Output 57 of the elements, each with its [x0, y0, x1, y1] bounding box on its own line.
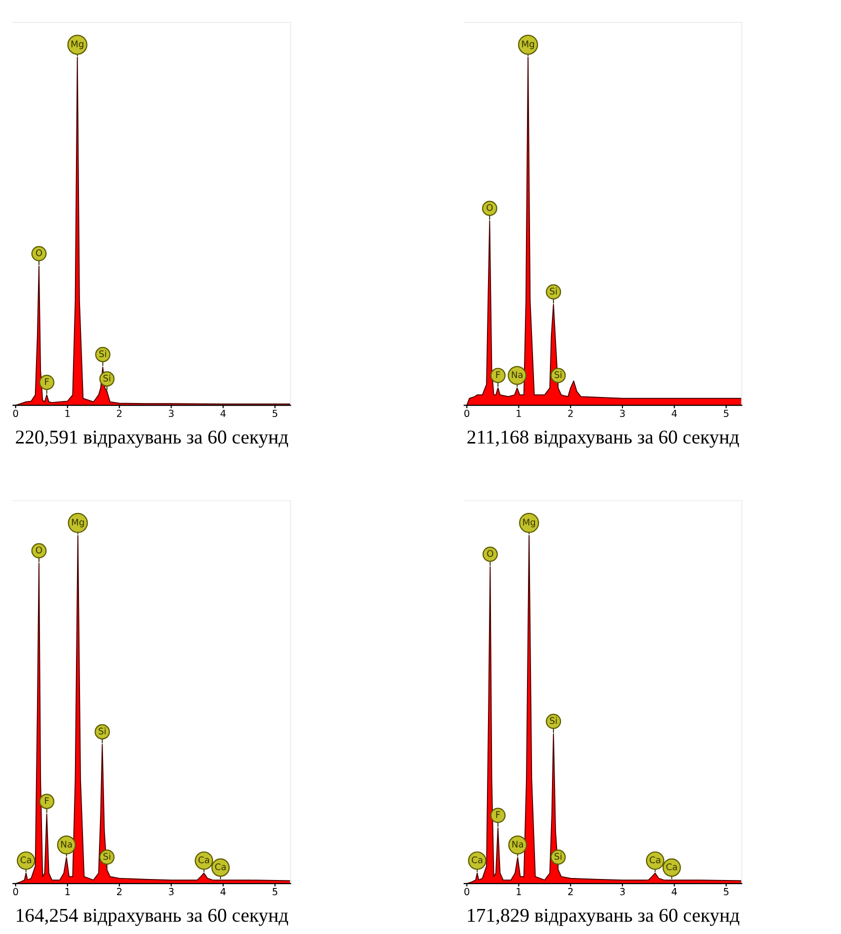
x-tick-label: 1 — [516, 410, 521, 417]
annotation: Ca — [20, 856, 32, 864]
annotation: F — [45, 797, 49, 804]
annotation: Si — [103, 374, 110, 382]
x-tick-label: 3 — [168, 410, 174, 418]
annotation: O — [486, 204, 493, 211]
x-tick-label: 2 — [117, 410, 122, 417]
x-tick-label: 2 — [117, 888, 122, 896]
annotation: O — [36, 249, 42, 256]
annotation: F — [45, 378, 49, 385]
x-tick-label: 3 — [620, 410, 625, 418]
x-tick-label: 4 — [220, 888, 226, 896]
x-tick-label: 2 — [568, 888, 573, 896]
annotation: Ca — [215, 863, 226, 870]
x-tick-label: 5 — [724, 410, 728, 418]
annotation: Mg — [522, 40, 534, 50]
annotation: Mg — [72, 518, 84, 528]
annotation: F — [496, 371, 500, 378]
x-axis-title: 171,829 відрахувань за 60 секунд — [468, 908, 740, 926]
x-tick-label: 3 — [620, 888, 625, 896]
x-tick-label: 1 — [516, 888, 521, 896]
annotation: Si — [103, 852, 110, 860]
x-tick-label: 1 — [65, 410, 70, 417]
annotation: Si — [554, 371, 562, 378]
x-tick-label: 5 — [272, 410, 278, 418]
x-tick-label: 5 — [272, 888, 278, 896]
annotation: O — [36, 546, 42, 554]
x-axis-title: 220,591 відрахувань за 60 секунд — [16, 430, 288, 448]
annotation: Ca — [472, 856, 482, 864]
x-tick-label: 0 — [464, 888, 470, 896]
annotation: F — [496, 811, 500, 818]
annotation: Si — [550, 717, 557, 724]
x-tick-label: 4 — [672, 888, 677, 896]
x-tick-label: 0 — [13, 888, 18, 896]
annotation: Ca — [650, 856, 660, 864]
annotation: Na — [512, 371, 522, 378]
annotation: Mg — [71, 40, 84, 50]
x-tick-label: 1 — [65, 888, 70, 896]
x-tick-label: 4 — [220, 410, 226, 417]
annotation: Na — [61, 840, 72, 848]
x-axis-title: 164,254 відрахувань за 60 секунд — [16, 908, 288, 926]
x-axis-title: 211,168 відрахувань за 60 секунд — [467, 430, 739, 448]
x-tick-label: 0 — [464, 410, 470, 418]
annotation: Si — [99, 350, 106, 358]
annotation: Si — [98, 727, 106, 734]
annotation: Ca — [198, 856, 210, 864]
annotation: O — [487, 550, 494, 557]
x-tick-label: 2 — [568, 410, 573, 417]
x-tick-label: 5 — [724, 888, 728, 896]
annotation: Si — [554, 852, 562, 860]
x-tick-label: 4 — [672, 410, 677, 417]
x-tick-label: 3 — [168, 888, 174, 896]
annotation: Ca — [666, 863, 677, 870]
x-tick-label: 0 — [13, 410, 18, 418]
annotation: Na — [512, 840, 523, 848]
annotation: Si — [550, 288, 557, 295]
annotation: Mg — [523, 518, 536, 528]
